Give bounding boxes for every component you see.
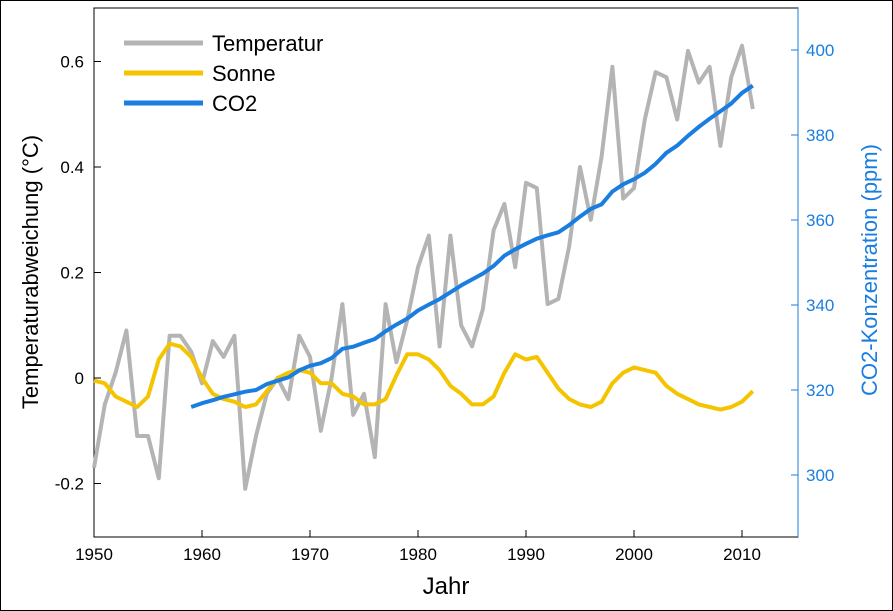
y-left-tick-label: 0.2	[60, 264, 84, 283]
y-right-tick-label: 380	[806, 126, 834, 145]
y-right-tick-label: 320	[806, 381, 834, 400]
y-right-tick-label: 360	[806, 211, 834, 230]
y-left-tick-label: 0	[75, 369, 84, 388]
legend-label-temperatur: Temperatur	[212, 31, 323, 56]
y-left-tick-label: -0.2	[55, 475, 84, 494]
y-left-tick-label: 0.6	[60, 53, 84, 72]
x-tick-label: 1980	[399, 545, 437, 564]
legend: Temperatur Sonne CO2	[124, 31, 323, 116]
y-axis-left-title: Temperaturabweichung (°C)	[18, 135, 43, 409]
x-tick-label: 2010	[723, 545, 761, 564]
x-axis-title: Jahr	[423, 573, 470, 600]
x-tick-label: 1950	[75, 545, 113, 564]
y-right-tick-label: 340	[806, 296, 834, 315]
x-tick-label: 2000	[615, 545, 653, 564]
y-right-tick-label: 300	[806, 466, 834, 485]
series-line-sun	[93, 341, 755, 412]
series-line-temperature	[92, 43, 755, 491]
series-line-co2	[190, 84, 754, 409]
x-tick-label: 1960	[183, 545, 221, 564]
legend-label-co2: CO2	[212, 91, 257, 116]
x-tick-label: 1990	[507, 545, 545, 564]
y-right-tick-label: 400	[806, 41, 834, 60]
x-tick-label: 1970	[291, 545, 329, 564]
y-axis-right-title: CO2-Konzentration (ppm)	[857, 144, 882, 396]
legend-label-sonne: Sonne	[212, 61, 276, 86]
y-left-tick-label: 0.4	[60, 158, 84, 177]
